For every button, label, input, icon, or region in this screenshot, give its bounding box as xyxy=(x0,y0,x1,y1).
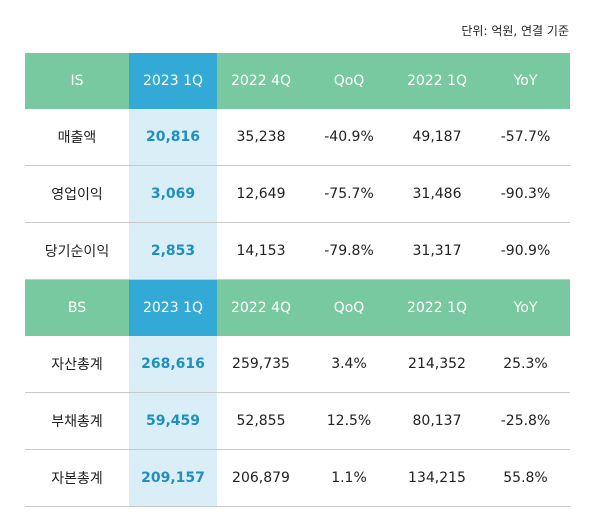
current-value: 3,069 xyxy=(129,165,217,223)
qoq-value: -40.9% xyxy=(305,109,393,166)
prev-quarter-value: 14,153 xyxy=(217,222,305,280)
header-prev-quarter: 2022 4Q xyxy=(217,53,305,109)
unit-note: 단위: 억원, 연결 기준 xyxy=(461,24,569,38)
yoy-value: -90.3% xyxy=(481,165,570,223)
current-value: 268,616 xyxy=(129,336,217,393)
table-row: 당기순이익 2,853 14,153 -79.8% 31,317 -90.9% xyxy=(25,222,570,280)
table-row: 영업이익 3,069 12,649 -75.7% 31,486 -90.3% xyxy=(25,165,570,223)
header-current-period: 2023 1Q xyxy=(129,53,217,109)
prev-quarter-value: 12,649 xyxy=(217,165,305,223)
yoy-value: 25.3% xyxy=(481,336,570,393)
prev-year-value: 31,486 xyxy=(393,165,481,223)
prev-quarter-value: 206,879 xyxy=(217,449,305,507)
header-qoq: QoQ xyxy=(305,53,393,109)
yoy-value: -57.7% xyxy=(481,109,570,166)
header-prev-year: 2022 1Q xyxy=(393,53,481,109)
current-value: 2,853 xyxy=(129,222,217,280)
prev-quarter-value: 259,735 xyxy=(217,336,305,393)
financial-summary-table: IS 2023 1Q 2022 4Q QoQ 2022 1Q YoY 매출액 2… xyxy=(25,53,570,507)
qoq-value: -79.8% xyxy=(305,222,393,280)
yoy-value: 55.8% xyxy=(481,449,570,507)
prev-quarter-value: 35,238 xyxy=(217,109,305,166)
header-current-period: 2023 1Q xyxy=(129,279,217,336)
prev-year-value: 31,317 xyxy=(393,222,481,280)
current-value: 59,459 xyxy=(129,392,217,450)
row-label: 자본총계 xyxy=(25,449,129,507)
row-label: 부채총계 xyxy=(25,392,129,450)
row-label: 자산총계 xyxy=(25,336,129,393)
qoq-value: 1.1% xyxy=(305,449,393,507)
row-label: 영업이익 xyxy=(25,165,129,223)
header-prev-year: 2022 1Q xyxy=(393,279,481,336)
prev-quarter-value: 52,855 xyxy=(217,392,305,450)
table-row: 자산총계 268,616 259,735 3.4% 214,352 25.3% xyxy=(25,336,570,393)
prev-year-value: 80,137 xyxy=(393,392,481,450)
prev-year-value: 214,352 xyxy=(393,336,481,393)
current-value: 209,157 xyxy=(129,449,217,507)
yoy-value: -25.8% xyxy=(481,392,570,450)
qoq-value: -75.7% xyxy=(305,165,393,223)
bs-header-row: BS 2023 1Q 2022 4Q QoQ 2022 1Q YoY xyxy=(25,279,570,336)
header-section-label: IS xyxy=(25,53,129,109)
yoy-value: -90.9% xyxy=(481,222,570,280)
prev-year-value: 134,215 xyxy=(393,449,481,507)
table-row: 자본총계 209,157 206,879 1.1% 134,215 55.8% xyxy=(25,449,570,507)
row-label: 매출액 xyxy=(25,109,129,166)
qoq-value: 12.5% xyxy=(305,392,393,450)
table-row: 매출액 20,816 35,238 -40.9% 49,187 -57.7% xyxy=(25,109,570,166)
qoq-value: 3.4% xyxy=(305,336,393,393)
header-prev-quarter: 2022 4Q xyxy=(217,279,305,336)
is-header-row: IS 2023 1Q 2022 4Q QoQ 2022 1Q YoY xyxy=(25,53,570,109)
current-value: 20,816 xyxy=(129,109,217,166)
header-yoy: YoY xyxy=(481,279,570,336)
prev-year-value: 49,187 xyxy=(393,109,481,166)
header-section-label: BS xyxy=(25,279,129,336)
header-qoq: QoQ xyxy=(305,279,393,336)
table-row: 부채총계 59,459 52,855 12.5% 80,137 -25.8% xyxy=(25,392,570,450)
header-yoy: YoY xyxy=(481,53,570,109)
row-label: 당기순이익 xyxy=(25,222,129,280)
